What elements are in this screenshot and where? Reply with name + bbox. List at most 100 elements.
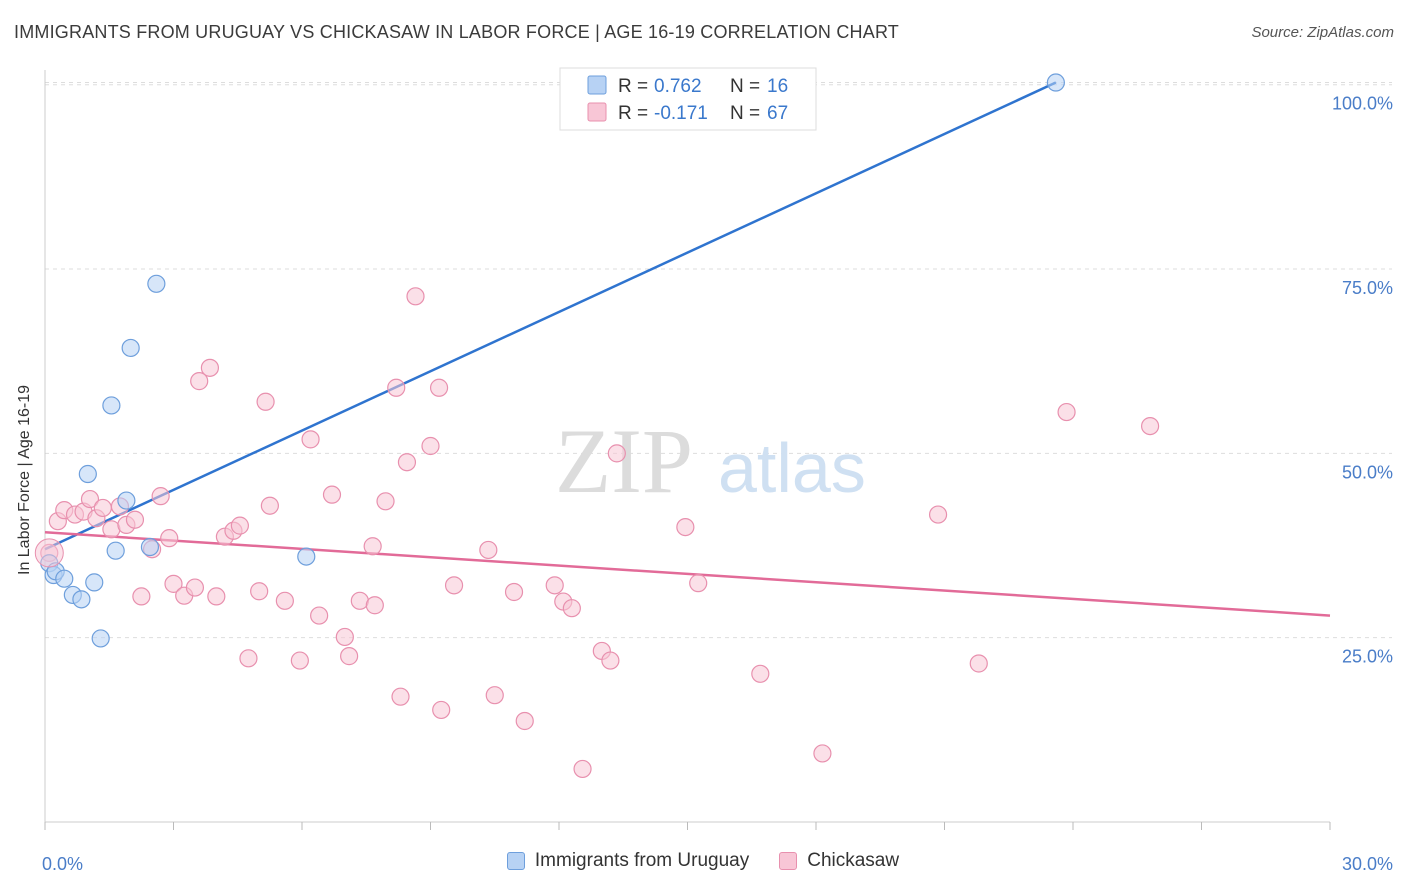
chickasaw-point [365,596,384,615]
chickasaw-point [310,606,329,625]
chickasaw-point [93,498,112,518]
legend-box: R = 0.762 N = 16 R = -0.171 N = 67 [559,67,817,131]
legend-swatch-pink [779,852,798,870]
chickasaw-point [1057,402,1076,422]
chickasaw-point [190,372,209,391]
uruguay-point [121,338,140,358]
chickasaw-point [301,430,320,449]
chickasaw-point [80,489,100,509]
uruguay-point [85,573,104,592]
legend-n-label: N = [730,76,760,97]
watermark-zip: ZIP [555,410,693,512]
chickasaw-point [406,287,425,306]
watermark: ZIP atlas [555,410,866,512]
chickasaw-point [607,444,626,463]
x-tick-label: 30.0% [1342,854,1393,874]
chickasaw-point [376,492,395,511]
chickasaw-point [207,587,226,606]
uruguay-point [297,547,316,566]
chickasaw-point [676,517,695,537]
chickasaw-point [573,759,592,779]
legend-label-chickasaw: Chickasaw [807,850,900,871]
chickasaw-point [363,537,382,556]
chickasaw-point [102,520,121,539]
uruguay-point [147,274,166,293]
chickasaw-point [340,647,359,666]
chart-title: IMMIGRANTS FROM URUGUAY VS CHICKASAW IN … [14,22,900,42]
legend-n-label: N = [730,103,760,124]
chickasaw-point [444,576,464,595]
uruguay-point [91,629,110,648]
uruguay-point [102,396,121,415]
chickasaw-point [689,574,708,593]
legend-label-uruguay: Immigrants from Uruguay [534,850,750,871]
chickasaw-point [421,436,440,456]
chickasaw-point [260,496,279,515]
chickasaw-point [275,591,294,610]
chickasaw-point [397,453,417,472]
chickasaw-trend-line [44,531,1331,617]
chickasaw-point [322,485,342,504]
chickasaw-point [969,654,988,673]
trend-lines [44,81,1331,617]
chickasaw-point [256,392,275,411]
x-tick-label: 0.0% [42,854,83,874]
chickasaw-point [185,578,205,597]
legend-n-value: 16 [767,76,788,97]
chickasaw-point [601,651,620,670]
y-tick-label: 100.0% [1332,94,1393,114]
uruguay-point [140,537,160,557]
uruguay-trend-line [44,81,1057,551]
chickasaw-point [200,358,220,377]
chickasaw-point [1140,416,1160,436]
chickasaw-point [387,378,406,397]
chickasaw-point [485,686,504,705]
chickasaw-point [515,711,534,731]
chickasaw-point [290,651,309,670]
chickasaw-point [125,510,145,529]
chickasaw-point [151,487,170,506]
chickasaw-point [132,587,151,606]
chickasaw-point [391,687,410,706]
chickasaw-point [432,700,451,720]
chickasaw-point-large [34,538,64,568]
chickasaw-point [230,516,249,535]
chickasaw-point [335,627,354,647]
uruguay-point [55,569,74,588]
chickasaw-point [813,744,832,763]
data-points [34,73,1160,779]
grid-lines [45,82,1392,639]
chickasaw-point [504,582,524,602]
legend-item-uruguay[interactable]: Immigrants from Uruguay [506,850,750,872]
uruguay-point [72,590,91,609]
legend-swatch [587,102,607,122]
watermark-atlas: atlas [718,429,866,507]
source-attribution: Source: ZipAtlas.com [1251,24,1394,41]
uruguay-point [117,491,136,510]
chickasaw-point [160,529,179,548]
chickasaw-point [350,591,369,610]
chickasaw-point [164,574,183,593]
legend-r-label: R = [618,76,648,97]
legend-item-chickasaw[interactable]: Chickasaw [779,850,899,872]
chickasaw-point [250,582,269,601]
chickasaw-point [429,378,449,397]
legend-r-value: -0.171 [654,103,708,124]
y-tick-label: 50.0% [1342,462,1393,482]
legend-swatch-blue [506,852,525,870]
chickasaw-point [562,599,581,618]
legend-swatch [587,75,607,95]
legend-r-value: 0.762 [654,76,702,97]
bottom-legend: Immigrants from Uruguay Chickasaw [0,850,1406,872]
uruguay-point [106,541,125,560]
chickasaw-point [545,576,564,595]
chickasaw-point [239,649,258,668]
uruguay-point [78,464,97,484]
uruguay-point [1046,73,1065,92]
legend-n-value: 67 [767,103,788,124]
tick-labels: 25.0% 50.0% 75.0% 100.0% 0.0% 30.0% [42,94,1393,874]
axes [44,70,1331,830]
y-tick-label: 25.0% [1342,647,1393,667]
chickasaw-point [928,505,948,524]
